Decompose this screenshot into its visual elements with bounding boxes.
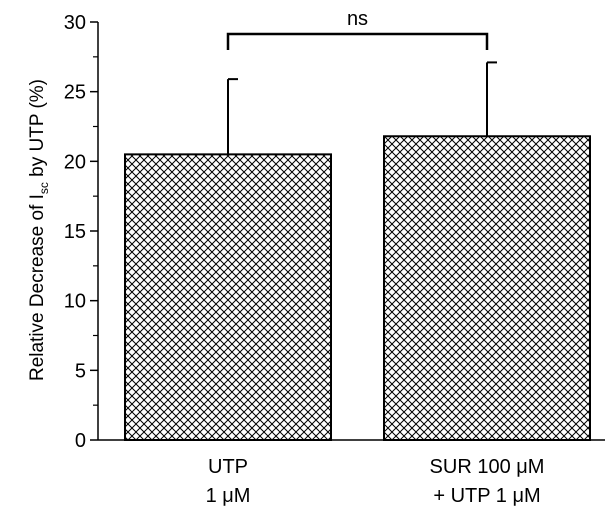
y-axis-title: Relative Decrease of Isc by UTP (%) <box>27 79 51 381</box>
x-category-label-line2: + UTP 1 μM <box>433 485 540 507</box>
y-axis-title-subscript: sc <box>37 182 51 194</box>
significance-bracket-group: ns <box>226 8 489 50</box>
y-tick-label: 10 <box>64 291 86 313</box>
error-bars-group <box>227 61 497 155</box>
x-category-label-line2: 1 μM <box>206 485 251 507</box>
bar <box>124 153 332 441</box>
y-tick-label: 0 <box>75 430 86 452</box>
bar <box>383 135 591 441</box>
x-category-label-line1: SUR 100 μM <box>430 456 545 478</box>
y-tick-label: 25 <box>64 82 86 104</box>
y-tick-label: 30 <box>64 12 86 34</box>
significance-label: ns <box>347 8 368 30</box>
bars-group <box>124 135 591 441</box>
significance-bracket <box>226 32 489 50</box>
y-tick-label: 5 <box>75 360 86 382</box>
y-axis-title-main: Relative Decrease of I <box>27 194 48 381</box>
y-tick-label: 20 <box>64 151 86 173</box>
x-category-label-line1: UTP <box>208 456 248 478</box>
y-axis-title-tail: by UTP (%) <box>27 79 48 182</box>
x-categories-group: UTP 1 μM SUR 100 μM + UTP 1 μM <box>206 456 545 507</box>
y-ticks-group: 0 5 10 15 20 25 30 <box>64 12 98 452</box>
y-tick-label: 15 <box>64 221 86 243</box>
